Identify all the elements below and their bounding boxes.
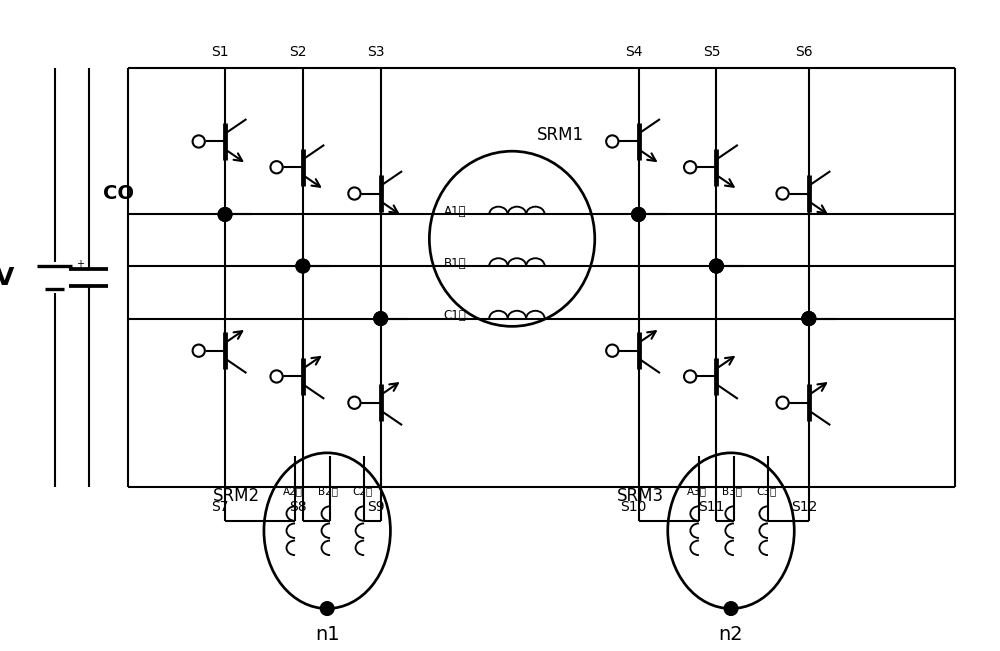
Text: S6: S6 — [795, 45, 813, 59]
Circle shape — [684, 161, 696, 173]
Circle shape — [606, 344, 618, 357]
Text: S9: S9 — [367, 499, 385, 514]
Circle shape — [218, 208, 232, 221]
Circle shape — [802, 312, 816, 326]
Text: C3相: C3相 — [756, 486, 776, 495]
Circle shape — [320, 602, 334, 615]
Circle shape — [802, 312, 816, 326]
Text: SRM3: SRM3 — [617, 487, 664, 505]
Circle shape — [193, 344, 205, 357]
Circle shape — [348, 187, 361, 200]
Text: S5: S5 — [703, 45, 720, 59]
Circle shape — [684, 370, 696, 383]
Text: n1: n1 — [315, 625, 339, 644]
Circle shape — [710, 259, 723, 273]
Text: A2相: A2相 — [283, 486, 303, 495]
Circle shape — [802, 312, 816, 326]
Text: +: + — [76, 259, 84, 269]
Circle shape — [724, 602, 738, 615]
Text: B3相: B3相 — [722, 486, 742, 495]
Circle shape — [374, 312, 388, 326]
Text: n2: n2 — [719, 625, 743, 644]
Circle shape — [218, 208, 232, 221]
Circle shape — [776, 396, 789, 409]
Circle shape — [632, 208, 645, 221]
Circle shape — [296, 259, 310, 273]
Text: A1相: A1相 — [444, 205, 467, 218]
Circle shape — [776, 187, 789, 200]
Circle shape — [296, 259, 310, 273]
Text: SRM1: SRM1 — [536, 126, 584, 145]
Text: S8: S8 — [289, 499, 307, 514]
Circle shape — [710, 259, 723, 273]
Text: S11: S11 — [698, 499, 725, 514]
Text: S3: S3 — [367, 45, 385, 59]
Text: B1相: B1相 — [444, 256, 467, 270]
Circle shape — [632, 208, 645, 221]
Circle shape — [710, 259, 723, 273]
Text: CO: CO — [103, 184, 134, 202]
Circle shape — [374, 312, 388, 326]
Text: C2相: C2相 — [352, 486, 372, 495]
Text: S12: S12 — [791, 499, 817, 514]
Text: S4: S4 — [625, 45, 642, 59]
Text: C1相: C1相 — [444, 309, 467, 322]
Circle shape — [606, 135, 618, 148]
Circle shape — [270, 370, 283, 383]
Text: B2相: B2相 — [318, 486, 338, 495]
Circle shape — [270, 161, 283, 173]
Text: A3相: A3相 — [687, 486, 707, 495]
Circle shape — [632, 208, 645, 221]
Text: S10: S10 — [621, 499, 647, 514]
Text: V: V — [0, 266, 14, 290]
Text: SRM2: SRM2 — [213, 487, 260, 505]
Text: S1: S1 — [211, 45, 229, 59]
Circle shape — [348, 396, 361, 409]
Circle shape — [193, 135, 205, 148]
Text: S2: S2 — [289, 45, 307, 59]
Text: S7: S7 — [211, 499, 229, 514]
